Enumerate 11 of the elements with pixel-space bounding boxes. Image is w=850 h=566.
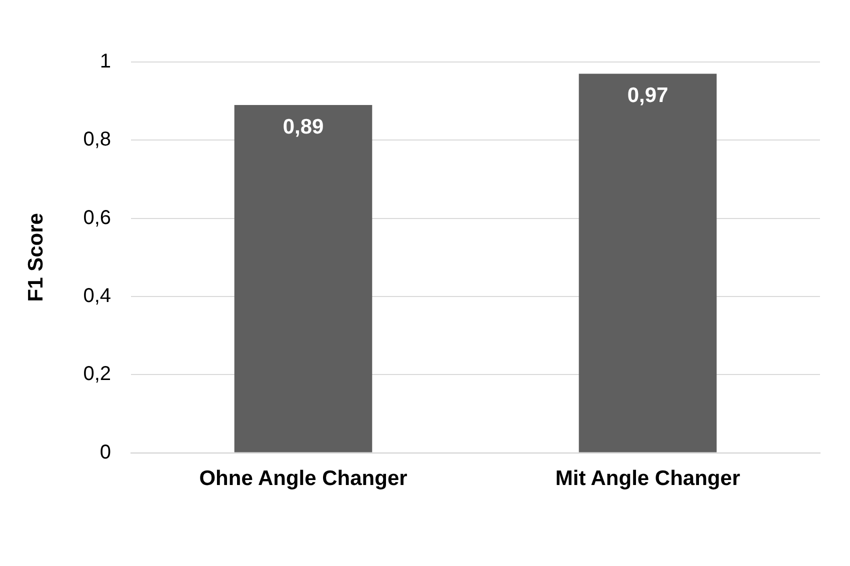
data-label: 0,89 <box>282 115 324 138</box>
y-tick-label: 1 <box>100 50 112 73</box>
data-label: 0,97 <box>627 84 668 108</box>
y-tick-label: 0,2 <box>83 363 112 386</box>
y-tick-label: 0,4 <box>83 284 112 307</box>
y-axis-title: F1 Score <box>24 213 48 302</box>
y-tick-label: 0,8 <box>83 128 112 151</box>
y-tick-label: 0,6 <box>83 206 112 229</box>
x-tick-label: Ohne Angle Changer <box>199 467 408 490</box>
x-tick-label: Mit Angle Changer <box>555 467 740 490</box>
y-tick-label: 0 <box>100 441 112 464</box>
